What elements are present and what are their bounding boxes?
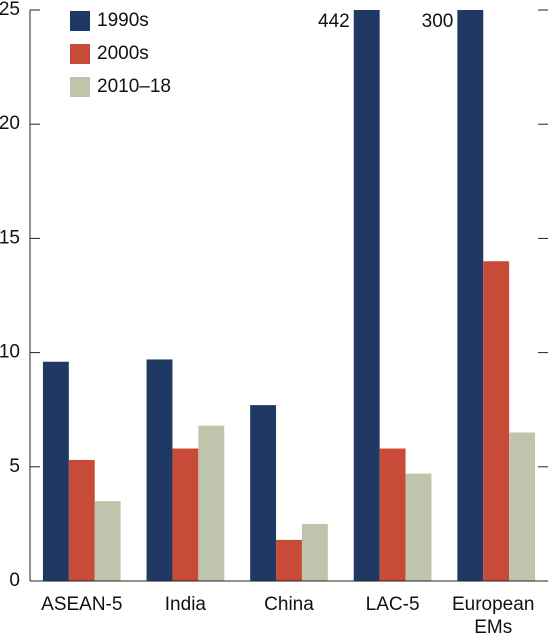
legend-swatch [70, 77, 90, 97]
bar [276, 539, 302, 581]
bar [353, 10, 380, 581]
legend-label: 2010–18 [97, 76, 171, 97]
y-tick-label: 20 [0, 113, 20, 134]
y-tick-label: 0 [9, 570, 20, 591]
bar [146, 359, 173, 581]
bar [172, 448, 199, 581]
bar [250, 405, 277, 581]
y-tick-label: 25 [0, 0, 20, 20]
bar [379, 448, 406, 581]
y-tick-label: 5 [9, 456, 20, 477]
x-tick-label: ASEAN-5 [41, 594, 123, 615]
y-tick-label: 10 [0, 342, 20, 363]
legend-label: 1990s [97, 10, 149, 31]
legend-swatch [70, 11, 90, 31]
bar [42, 361, 69, 581]
bar [301, 523, 328, 581]
bar [457, 10, 484, 581]
bar [483, 261, 510, 581]
bars [42, 10, 536, 581]
x-tick-label: LAC-5 [365, 594, 420, 615]
x-tick-label: India [164, 594, 206, 615]
legend-label: 2000s [97, 43, 149, 64]
bar [198, 425, 225, 581]
value-label: 300 [422, 11, 454, 32]
bar [509, 432, 536, 581]
x-tick-label: China [264, 594, 314, 615]
legend-swatch [70, 44, 90, 64]
y-tick-label: 15 [0, 227, 20, 248]
bar [94, 501, 121, 581]
value-label: 442 [318, 11, 350, 32]
bar [68, 459, 95, 581]
x-tick-label: European EMs [451, 594, 535, 638]
bar [405, 473, 432, 581]
